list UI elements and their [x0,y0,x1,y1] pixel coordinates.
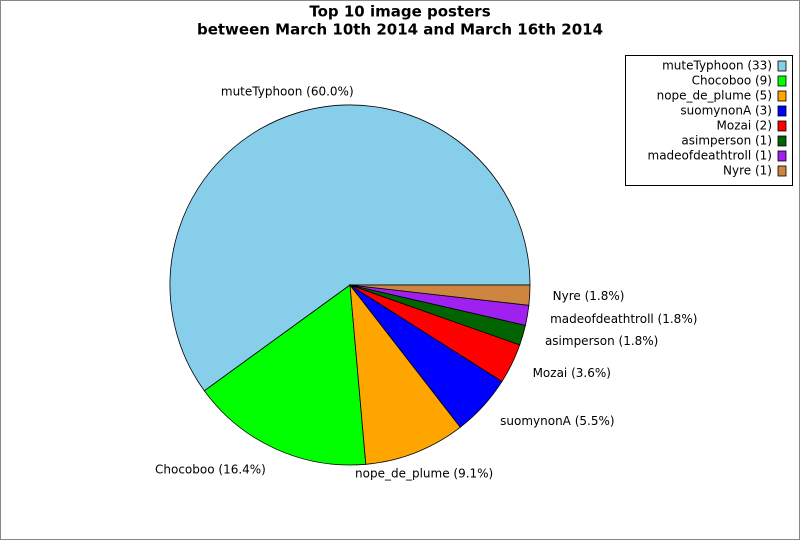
slice-label: nope_de_plume (9.1%) [355,466,493,480]
legend-label: muteTyphoon (33) [662,59,772,73]
legend-swatch [777,105,787,117]
legend-label: Mozai (2) [717,119,773,133]
slice-label: madeofdeathtroll (1.8%) [550,312,697,326]
slice-label: suomynonA (5.5%) [500,414,614,428]
legend-swatch [777,150,787,162]
chart-title: Top 10 image posters [309,3,490,21]
legend-label: madeofdeathtroll (1) [648,149,772,163]
slice-label: Nyre (1.8%) [553,289,625,303]
slice-label: Mozai (3.6%) [533,366,611,380]
pie-slice [349,284,531,306]
legend-swatch [777,75,787,87]
slice-label: Chocoboo (16.4%) [155,462,266,476]
legend-label: nope_de_plume (5) [657,89,772,103]
pie-slice [349,283,461,465]
legend-label: Nyre (1) [723,164,772,178]
legend-swatch [777,90,787,102]
legend-swatch [777,60,787,72]
pie-slice [169,104,531,392]
pie-slice [203,284,367,466]
legend-label: asimperson (1) [681,134,772,148]
legend-swatch [777,165,787,177]
chart-subtitle: between March 10th 2014 and March 16th 2… [197,21,603,39]
legend-swatch [777,135,787,147]
legend-box [625,55,793,186]
legend-swatch [777,120,787,132]
slice-label: muteTyphoon (60.0%) [221,84,354,98]
legend-label: Chocoboo (9) [692,74,772,88]
legend-label: suomynonA (3) [680,104,772,118]
slice-label: asimperson (1.8%) [545,334,658,348]
